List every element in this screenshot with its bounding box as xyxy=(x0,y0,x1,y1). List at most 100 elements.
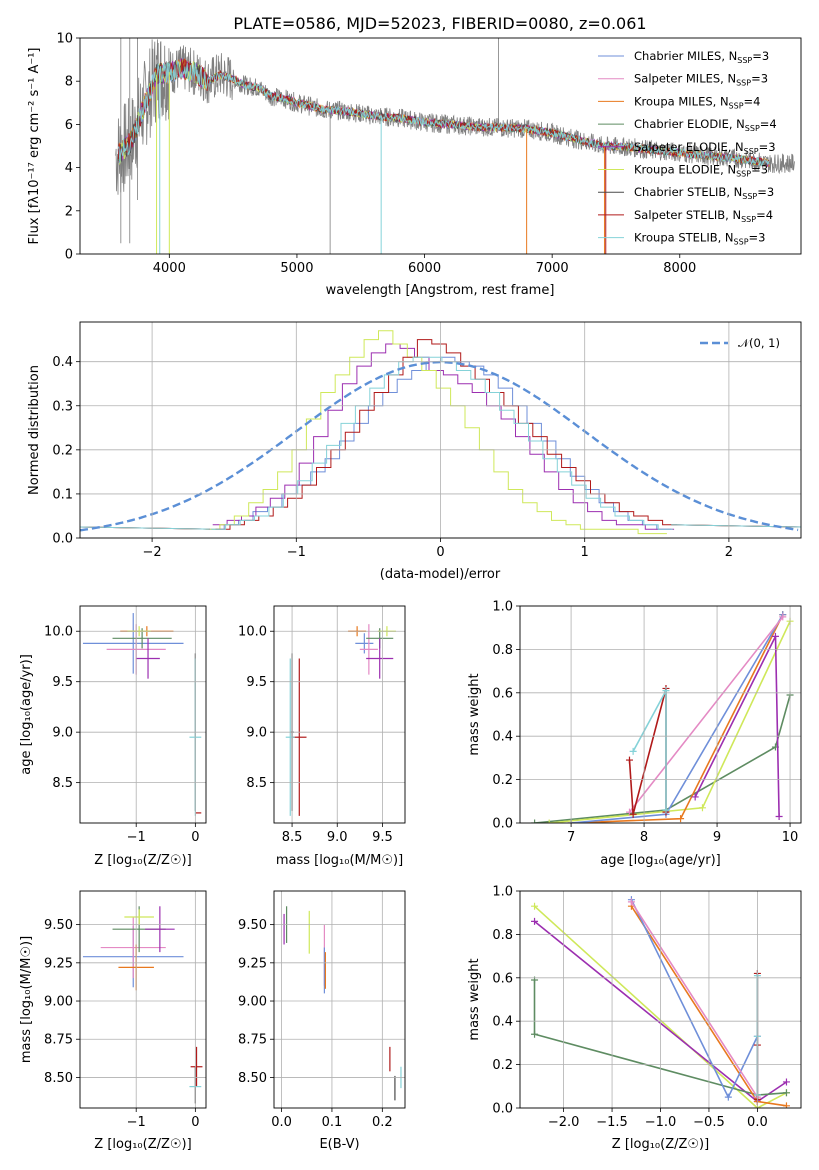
gridlines xyxy=(520,605,801,824)
legend-label: Chabrier MILES, NSSP=3 xyxy=(634,49,769,65)
y-tick-label: 0.4 xyxy=(492,1015,513,1030)
weight-marker xyxy=(782,1089,790,1097)
y-tick-label: 0.4 xyxy=(52,355,73,370)
x-axis-label: age [log₁₀(age/yr)] xyxy=(600,853,721,868)
x-tick-label: 10 xyxy=(782,830,799,845)
x-tick-label: −1.5 xyxy=(596,1115,628,1130)
legend-label-text: Kroupa MILES, N xyxy=(634,94,729,108)
y-tick-label: 0.2 xyxy=(52,443,73,458)
y-tick-label: 8.75 xyxy=(44,1033,73,1048)
x-tick-label: 0.0 xyxy=(747,1115,768,1130)
weight-line xyxy=(571,614,784,823)
y-tick-label: 8 xyxy=(65,75,73,90)
normal-curve xyxy=(80,360,799,532)
axes-frame xyxy=(79,37,802,255)
legend-label-text: Salpeter MILES, N xyxy=(634,72,736,86)
panel-age-vs-mass: 8.5 9.0 9.5 8.5 9.0 9.5 10.0 mass [log₁₀(M/M☉)] xyxy=(238,605,406,868)
y-tick-label: 6 xyxy=(65,118,73,133)
y-tick-label: 9.0 xyxy=(246,726,267,741)
legend-label-sub: SSP xyxy=(737,56,752,65)
y-tick-label: 1.0 xyxy=(492,600,513,615)
x-tick-label: −1 xyxy=(127,830,146,845)
x-tick-label: 7 xyxy=(567,830,575,845)
y-tick-label: 0.3 xyxy=(52,399,73,414)
legend-label-n: =4 xyxy=(756,208,773,222)
weight-marker xyxy=(677,815,685,823)
y-tick-label: 0.8 xyxy=(492,928,513,943)
legend-label: Chabrier ELODIE, NSSP=4 xyxy=(634,117,777,133)
x-tick-label: 0.1 xyxy=(322,1115,343,1130)
legend-label: Kroupa ELODIE, NSSP=3 xyxy=(634,163,768,179)
x-axis-label: Z [log₁₀(Z/Z☉)] xyxy=(94,853,191,868)
gridlines xyxy=(80,606,206,823)
legend-label-sub: SSP xyxy=(741,215,756,224)
x-tick-label: 1 xyxy=(581,545,589,560)
weight-line xyxy=(549,620,791,823)
legend-label-sub: SSP xyxy=(744,147,759,156)
legend-label-n: =3 xyxy=(751,163,768,177)
x-axis-label: Z [log₁₀(Z/Z☉)] xyxy=(612,1137,709,1152)
weight-line xyxy=(533,905,787,1108)
x-tick-label: 9 xyxy=(713,830,721,845)
y-tick-label: 0.1 xyxy=(52,487,73,502)
legend-label-text: Kroupa ELODIE, N xyxy=(634,163,736,177)
legend-label-n: =3 xyxy=(749,231,766,245)
axes-frame xyxy=(79,890,207,1109)
y-tick-label: 1.0 xyxy=(492,885,513,900)
x-tick-label: 8 xyxy=(640,830,648,845)
y-tick-label: 0.6 xyxy=(492,686,513,701)
x-axis-label: mass [log₁₀(M/M☉)] xyxy=(276,853,403,868)
y-tick-label: 0.0 xyxy=(52,532,73,547)
weight-marker xyxy=(724,1093,732,1101)
weight-marker xyxy=(625,756,633,764)
y-tick-label: 8.5 xyxy=(246,776,267,791)
weight-marker xyxy=(771,632,779,640)
y-tick-label: 9.5 xyxy=(52,675,73,690)
histogram-steps xyxy=(215,339,677,530)
y-axis-label: mass [log₁₀(M/M☉)] xyxy=(19,936,34,1063)
legend-label-sub: SSP xyxy=(745,124,760,133)
y-tick-label: 9.00 xyxy=(238,995,267,1010)
x-axis-label: wavelength [Angstrom, rest frame] xyxy=(326,283,555,298)
weight-marker xyxy=(698,804,706,812)
legend-label-text: Salpeter ELODIE, N xyxy=(634,140,744,154)
panel-spectrum: 4000 5000 6000 7000 8000 0 2 4 6 8 10 PLATE=0586, M… xyxy=(27,14,802,298)
y-tick-label: 9.0 xyxy=(52,726,73,741)
plot-area xyxy=(115,38,795,254)
x-tick-label: 8.5 xyxy=(282,830,303,845)
legend-label: Salpeter MILES, NSSP=3 xyxy=(634,72,768,88)
y-tick-label: 0.6 xyxy=(492,971,513,986)
y-tick-label: 8.75 xyxy=(238,1033,267,1048)
gridlines xyxy=(274,606,405,823)
plot-area xyxy=(283,906,402,1101)
axes-frame xyxy=(519,605,802,824)
weight-marker xyxy=(782,1078,790,1086)
x-tick-label: 9.5 xyxy=(372,830,393,845)
y-tick-label: 8.50 xyxy=(44,1071,73,1086)
y-tick-label: 0 xyxy=(65,248,73,263)
weight-marker xyxy=(627,898,635,906)
y-axis-label: Flux [fλ10⁻¹⁷ erg cm⁻² s⁻¹ A⁻¹] xyxy=(27,48,42,245)
legend-label: Salpeter ELODIE, NSSP=3 xyxy=(634,140,776,156)
legend-label-n: =4 xyxy=(744,94,761,108)
weight-marker xyxy=(531,902,539,910)
weight-line xyxy=(534,694,791,823)
x-axis-label: Z [log₁₀(Z/Z☉)] xyxy=(94,1137,191,1152)
x-tick-label: −1 xyxy=(127,1115,146,1130)
legend-label: 𝒩(0, 1) xyxy=(738,336,780,350)
panel-weight-vs-age: 7 8 9 10 0.0 0.2 0.4 0.6 0.8 1.0 age [log₁₀(age/yr… xyxy=(467,600,802,868)
plot-area xyxy=(531,611,794,823)
y-tick-label: 2 xyxy=(65,204,73,219)
y-tick-label: 9.25 xyxy=(238,956,267,971)
x-tick-label: 0 xyxy=(436,545,444,560)
plot-area xyxy=(285,624,396,816)
x-tick-label: −2.0 xyxy=(548,1115,580,1130)
axes-frame xyxy=(273,605,406,824)
legend-label-n: =3 xyxy=(752,49,769,63)
gridlines xyxy=(520,890,801,1109)
legend-label-text: Kroupa STELIB, N xyxy=(634,231,734,245)
legend-label-text: Chabrier STELIB, N xyxy=(634,185,742,199)
y-tick-label: 0.2 xyxy=(492,773,513,788)
